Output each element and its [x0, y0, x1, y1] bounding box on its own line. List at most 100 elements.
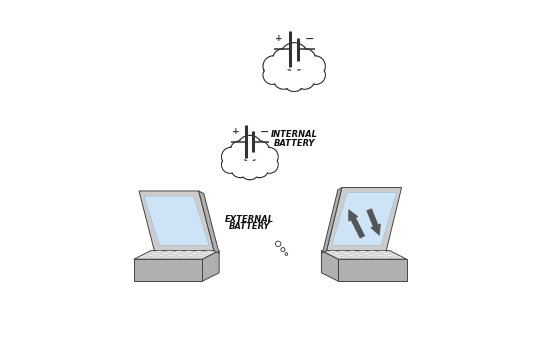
Ellipse shape: [221, 147, 240, 166]
Polygon shape: [332, 193, 397, 246]
Polygon shape: [349, 210, 364, 238]
Text: −: −: [259, 127, 269, 137]
Polygon shape: [153, 257, 162, 258]
Text: INTERNAL: INTERNAL: [271, 131, 318, 139]
Polygon shape: [134, 259, 202, 281]
Polygon shape: [362, 253, 371, 254]
Polygon shape: [333, 253, 342, 254]
Ellipse shape: [240, 160, 259, 179]
Ellipse shape: [295, 69, 314, 88]
Polygon shape: [372, 253, 381, 254]
Ellipse shape: [294, 49, 315, 70]
Ellipse shape: [273, 68, 294, 89]
Polygon shape: [323, 188, 342, 253]
Circle shape: [281, 248, 285, 252]
Ellipse shape: [294, 68, 315, 89]
Ellipse shape: [280, 43, 308, 71]
Polygon shape: [200, 253, 209, 254]
Polygon shape: [164, 251, 173, 252]
Polygon shape: [353, 253, 361, 254]
Polygon shape: [204, 251, 213, 252]
Ellipse shape: [231, 159, 250, 178]
Ellipse shape: [237, 135, 263, 161]
Ellipse shape: [230, 141, 251, 161]
Polygon shape: [181, 253, 189, 254]
Polygon shape: [358, 251, 367, 252]
Polygon shape: [173, 257, 182, 258]
Ellipse shape: [250, 159, 269, 178]
Ellipse shape: [231, 142, 250, 161]
Ellipse shape: [304, 56, 325, 77]
Ellipse shape: [264, 66, 281, 84]
Polygon shape: [143, 256, 152, 258]
Circle shape: [285, 253, 288, 255]
Polygon shape: [340, 256, 349, 258]
Polygon shape: [193, 256, 201, 258]
Ellipse shape: [263, 56, 284, 77]
Polygon shape: [382, 253, 391, 254]
Ellipse shape: [281, 44, 307, 70]
Ellipse shape: [273, 49, 294, 70]
Polygon shape: [370, 257, 379, 258]
Ellipse shape: [222, 148, 240, 166]
Polygon shape: [139, 191, 214, 251]
Polygon shape: [163, 257, 172, 258]
Polygon shape: [199, 191, 219, 253]
Polygon shape: [154, 251, 163, 252]
Ellipse shape: [283, 69, 305, 91]
Polygon shape: [329, 251, 338, 252]
Polygon shape: [187, 255, 195, 256]
Ellipse shape: [231, 159, 249, 177]
Text: +: +: [275, 34, 282, 43]
Polygon shape: [174, 251, 183, 252]
Polygon shape: [202, 251, 219, 281]
Polygon shape: [134, 251, 219, 259]
Ellipse shape: [249, 141, 270, 161]
Text: −: −: [305, 34, 314, 44]
Ellipse shape: [250, 142, 269, 161]
Ellipse shape: [251, 159, 268, 177]
Polygon shape: [183, 257, 191, 258]
Polygon shape: [326, 188, 401, 251]
Polygon shape: [339, 251, 348, 252]
Circle shape: [275, 241, 281, 247]
Polygon shape: [157, 255, 165, 256]
Polygon shape: [167, 255, 176, 256]
Polygon shape: [151, 253, 159, 254]
Polygon shape: [368, 251, 377, 252]
Ellipse shape: [306, 65, 325, 84]
Polygon shape: [350, 257, 359, 258]
Polygon shape: [160, 253, 169, 254]
Polygon shape: [367, 209, 380, 235]
Polygon shape: [322, 251, 338, 281]
Text: BATTERY: BATTERY: [274, 139, 315, 148]
Polygon shape: [196, 255, 205, 256]
Ellipse shape: [221, 156, 239, 173]
Ellipse shape: [238, 136, 262, 160]
Polygon shape: [390, 256, 398, 258]
Ellipse shape: [305, 57, 325, 76]
Ellipse shape: [261, 156, 278, 173]
Text: BATTERY: BATTERY: [229, 222, 270, 231]
Ellipse shape: [263, 65, 282, 84]
Polygon shape: [343, 253, 351, 254]
Polygon shape: [322, 251, 407, 259]
Polygon shape: [190, 253, 199, 254]
Ellipse shape: [274, 69, 293, 88]
Polygon shape: [144, 196, 209, 246]
Polygon shape: [356, 255, 365, 256]
Polygon shape: [376, 255, 385, 256]
Polygon shape: [194, 251, 203, 252]
Ellipse shape: [273, 49, 295, 71]
Polygon shape: [366, 255, 375, 256]
Ellipse shape: [307, 66, 325, 84]
Ellipse shape: [293, 49, 316, 71]
Text: EXTERNAL: EXTERNAL: [225, 215, 274, 224]
Polygon shape: [380, 257, 388, 258]
Ellipse shape: [259, 148, 277, 166]
Ellipse shape: [262, 157, 277, 173]
Polygon shape: [184, 251, 193, 252]
Ellipse shape: [222, 157, 238, 173]
Ellipse shape: [259, 147, 278, 166]
Polygon shape: [379, 251, 387, 252]
